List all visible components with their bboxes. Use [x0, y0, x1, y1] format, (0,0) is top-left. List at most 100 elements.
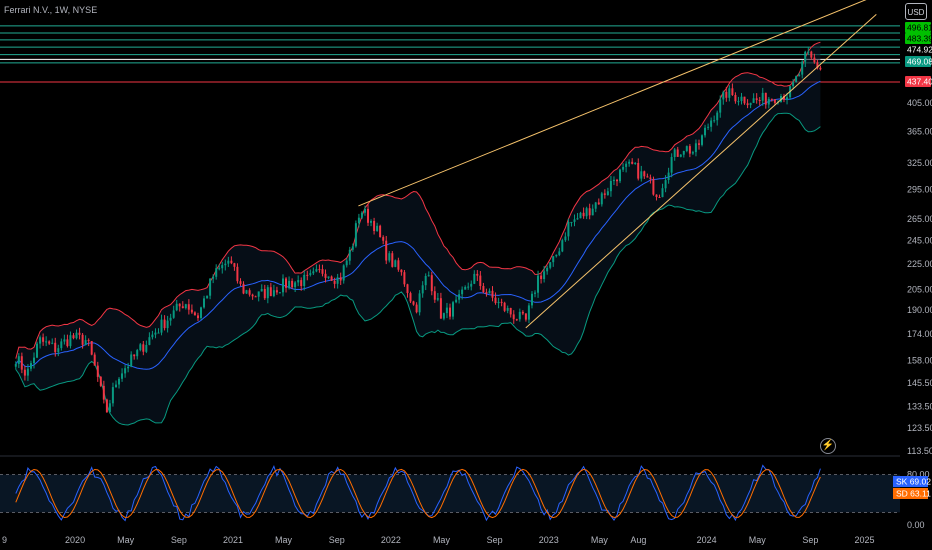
- candle-body: [39, 337, 42, 344]
- candle-body: [127, 366, 130, 369]
- candle-body: [452, 302, 454, 317]
- time-tick-label: 2021: [223, 535, 243, 545]
- candle-body: [351, 246, 354, 250]
- candle-body: [494, 297, 497, 303]
- stoch-d-label: SD 63.11: [896, 489, 931, 499]
- candle-body: [819, 67, 822, 70]
- candle-body: [543, 271, 546, 279]
- candle-body: [576, 218, 579, 220]
- candle-body: [649, 177, 652, 179]
- time-tick-label: 2023: [539, 535, 559, 545]
- symbol-title[interactable]: Ferrari N.V., 1W, NYSE: [4, 5, 98, 15]
- candle-body: [354, 223, 357, 247]
- candle-body: [294, 282, 297, 288]
- candle-body: [178, 303, 181, 307]
- candle-body: [300, 280, 303, 286]
- trendlines[interactable]: [358, 0, 877, 329]
- currency-button[interactable]: USD: [905, 3, 927, 20]
- candle-body: [537, 275, 539, 293]
- candle-body: [245, 290, 248, 294]
- price-tick-label: 225.00: [907, 259, 932, 269]
- candle-body: [367, 208, 369, 223]
- candle-body: [442, 313, 445, 319]
- candle-body: [111, 387, 114, 404]
- candle-body: [57, 348, 60, 353]
- time-axis[interactable]: 9 2020 May Sep 2021 May Sep 2022 May Sep 2023 May Au…: [2, 535, 875, 545]
- candle-body: [588, 208, 591, 216]
- candle-body: [318, 269, 321, 271]
- price-badge: [905, 44, 931, 55]
- candle-body: [297, 280, 300, 283]
- candle-body: [597, 202, 600, 205]
- candle-body: [151, 334, 154, 338]
- candle-body: [561, 240, 564, 252]
- horizontal-levels[interactable]: [0, 25, 900, 83]
- candle-body: [691, 152, 694, 154]
- candle-body: [78, 332, 81, 335]
- candle-body: [84, 340, 87, 345]
- candle-body: [585, 208, 588, 217]
- price-tick-label: 133.50: [907, 402, 932, 412]
- candle-body: [415, 304, 418, 313]
- candle-body: [710, 120, 713, 127]
- candle-body: [570, 222, 573, 223]
- price-badge-label: 437.40: [907, 77, 932, 87]
- candle-body: [503, 302, 506, 311]
- candle-body: [661, 188, 664, 198]
- time-tick-label: Aug: [630, 535, 646, 545]
- candle-body: [698, 143, 700, 145]
- candle-body: [333, 280, 336, 284]
- candle-body: [555, 254, 558, 257]
- candle-body: [719, 99, 722, 113]
- stoch-tick-label: 80.00: [907, 470, 930, 480]
- candle-body: [124, 368, 127, 374]
- candle-body: [187, 304, 190, 310]
- candle-body: [637, 163, 640, 179]
- candle-body: [303, 274, 306, 286]
- candle-body: [628, 161, 631, 164]
- price-badge-label: 483.39: [907, 34, 932, 44]
- candle-body: [670, 157, 673, 173]
- trendline: [358, 0, 867, 207]
- candle-body: [755, 98, 758, 100]
- candle-body: [418, 293, 421, 313]
- candle-body: [801, 61, 804, 75]
- candlesticks[interactable]: [14, 46, 822, 413]
- candle-body: [278, 292, 281, 294]
- candle-body: [108, 403, 111, 413]
- candle-body: [655, 194, 658, 197]
- candle-body: [634, 163, 637, 164]
- candle-body: [169, 317, 172, 321]
- time-tick-label: Sep: [802, 535, 818, 545]
- price-badge: [905, 33, 931, 44]
- price-badge: [905, 22, 931, 33]
- candle-body: [461, 289, 464, 295]
- candle-body: [713, 120, 716, 122]
- lightning-icon[interactable]: ⚡: [820, 438, 836, 454]
- candle-body: [433, 291, 436, 300]
- candle-body: [764, 92, 767, 105]
- price-badge-label: 469.08: [907, 57, 932, 67]
- candle-body: [427, 275, 430, 277]
- candle-body: [391, 253, 394, 267]
- candle-body: [342, 265, 345, 281]
- candle-body: [731, 88, 734, 95]
- candle-body: [17, 356, 20, 364]
- candle-body: [500, 301, 503, 303]
- candle-body: [746, 103, 749, 106]
- candle-body: [282, 278, 284, 293]
- candle-body: [224, 263, 227, 266]
- candle-body: [643, 171, 646, 177]
- candle-body: [439, 298, 442, 319]
- price-axis[interactable]: 113.50 123.50 133.50 145.50 158.00 174.00 190.…: [907, 98, 932, 456]
- candle-body: [327, 276, 330, 278]
- candle-body: [130, 354, 133, 367]
- candle-body: [200, 307, 202, 318]
- candle-body: [421, 285, 424, 294]
- candle-body: [658, 197, 661, 198]
- price-tick-label: 174.00: [907, 329, 932, 339]
- candle-body: [51, 342, 54, 344]
